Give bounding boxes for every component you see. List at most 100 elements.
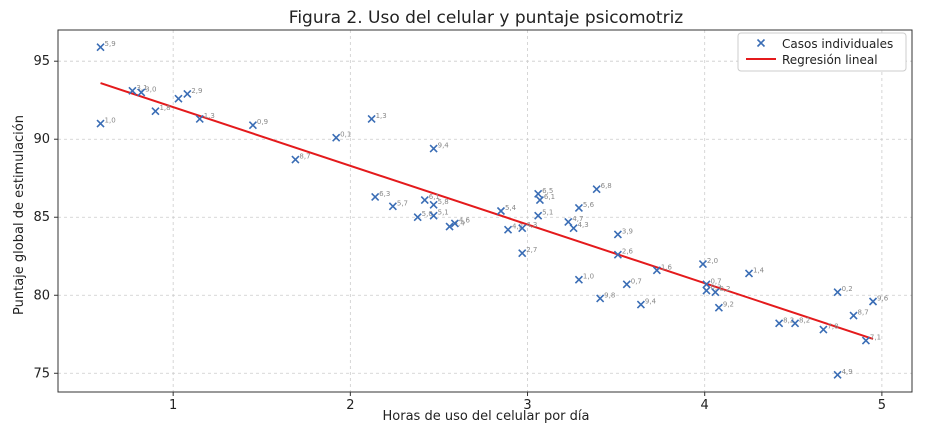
point-marker-x	[711, 288, 720, 297]
data-point: 5,0	[413, 210, 433, 222]
point-value-label: 5,1	[438, 209, 449, 217]
data-point: 9,8	[596, 291, 615, 303]
point-marker-x	[183, 89, 192, 99]
data-point: 0,1	[332, 131, 351, 142]
point-value-label: 7,1	[870, 334, 881, 342]
point-value-label: 9,2	[723, 301, 734, 309]
point-value-label: 8,2	[783, 316, 794, 324]
point-value-label: 5,0	[422, 210, 433, 218]
point-value-label: 1,4	[753, 266, 765, 274]
point-marker-x	[151, 107, 160, 116]
point-marker-x	[596, 294, 605, 303]
point-value-label: 1,6	[661, 263, 673, 271]
tick-labels: 1 2 3 4 5 75 80 85 90 95	[33, 54, 886, 413]
point-value-label: 7,8	[827, 323, 838, 331]
x-tick-label: 1	[169, 398, 177, 413]
data-point: 2,7	[518, 246, 537, 258]
point-value-label: 6,8	[601, 182, 612, 190]
data-point: 1,4	[744, 266, 765, 278]
point-value-label: 0,7	[631, 277, 642, 285]
data-point: 5,1	[534, 209, 553, 220]
data-point: 5,8	[429, 198, 449, 209]
point-value-label: 5,4	[505, 204, 517, 212]
point-marker-x	[518, 249, 527, 258]
point-marker-x	[569, 224, 578, 233]
y-tick-label: 95	[33, 54, 50, 69]
point-marker-x	[96, 43, 105, 52]
data-point: 1,0	[574, 273, 594, 284]
point-marker-x	[849, 311, 858, 320]
point-marker-x	[388, 202, 397, 211]
legend: Casos individuales Regresión lineal	[737, 32, 907, 72]
data-point: 8,7	[291, 153, 311, 164]
point-value-label: 8,2	[799, 316, 810, 324]
data-point: 9,6	[868, 295, 889, 306]
point-marker-x	[96, 119, 105, 128]
data-point: 8,2	[790, 316, 810, 328]
data-point: 1,0	[96, 117, 116, 128]
point-marker-x	[534, 189, 543, 198]
legend-label-scatter: Casos individuales	[782, 37, 893, 51]
point-marker-x	[613, 250, 622, 259]
data-point: 4,3	[518, 221, 537, 233]
point-value-label: 4,6	[459, 216, 471, 224]
data-point: 6,1	[535, 193, 555, 205]
point-value-label: 4,2	[512, 223, 523, 231]
point-marker-x	[574, 203, 583, 212]
point-value-label: 1,0	[105, 117, 116, 125]
point-value-label: 5,7	[397, 199, 408, 207]
point-marker-x	[698, 259, 707, 269]
point-marker-x	[790, 319, 800, 328]
data-point: 6,5	[534, 187, 553, 198]
x-tick-label: 3	[523, 398, 531, 413]
y-tick-label: 75	[33, 366, 50, 381]
x-tick-label: 4	[701, 398, 709, 413]
point-marker-x	[429, 144, 438, 153]
data-point: 7,1	[861, 334, 881, 345]
point-marker-x	[445, 222, 454, 231]
point-marker-x	[429, 211, 438, 220]
point-marker-x	[503, 225, 513, 234]
data-point: 2,6	[613, 248, 634, 259]
point-value-label: 0,3	[710, 284, 721, 292]
point-value-label: 6,1	[429, 193, 440, 201]
data-point: 6,3	[371, 190, 390, 202]
scatter-points: 5,9 1,0 3,13,0 1,8 2,9 1,3 0,9 8,7 0,1 1,3 6,3 5,7 5…	[96, 40, 889, 379]
data-point	[174, 94, 183, 103]
point-marker-x	[702, 280, 711, 289]
point-marker-x	[714, 303, 723, 312]
data-point: 5,4	[496, 204, 517, 216]
regression-line-layer	[100, 82, 874, 340]
y-tick-label: 90	[33, 132, 50, 147]
data-point: 8,2	[775, 316, 794, 328]
point-marker-x	[128, 86, 137, 95]
point-value-label: 4,3	[526, 221, 537, 229]
point-value-label: 1,0	[583, 273, 594, 281]
x-tick-label: 2	[346, 398, 354, 413]
data-point: 0,2	[711, 285, 730, 297]
data-point: 9,4	[636, 298, 657, 309]
point-value-label: 0,2	[719, 285, 730, 293]
point-value-label: 5,8	[438, 198, 449, 206]
data-point: 4,6	[450, 216, 471, 228]
point-value-label: 4,9	[842, 368, 853, 376]
point-marker-x	[248, 121, 257, 130]
data-point: 2,9	[183, 87, 202, 99]
data-point: 0,7	[622, 277, 642, 289]
data-point: 5,9	[96, 40, 116, 52]
point-value-label: 1,3	[376, 112, 387, 120]
point-marker-x	[195, 114, 204, 124]
point-value-label: 3,0	[145, 85, 156, 93]
point-marker-x	[574, 275, 583, 284]
data-point: 9,4	[429, 142, 449, 153]
point-value-label: 4,4	[454, 220, 466, 228]
point-marker-x	[496, 206, 506, 216]
point-value-label: 9,6	[877, 295, 889, 303]
data-point: 4,3	[569, 221, 589, 233]
point-value-label: 8,7	[299, 153, 310, 161]
point-value-label: 8,7	[858, 309, 869, 317]
point-marker-x	[518, 224, 527, 233]
point-marker-x	[819, 325, 828, 334]
point-value-label: 0,9	[257, 118, 268, 126]
